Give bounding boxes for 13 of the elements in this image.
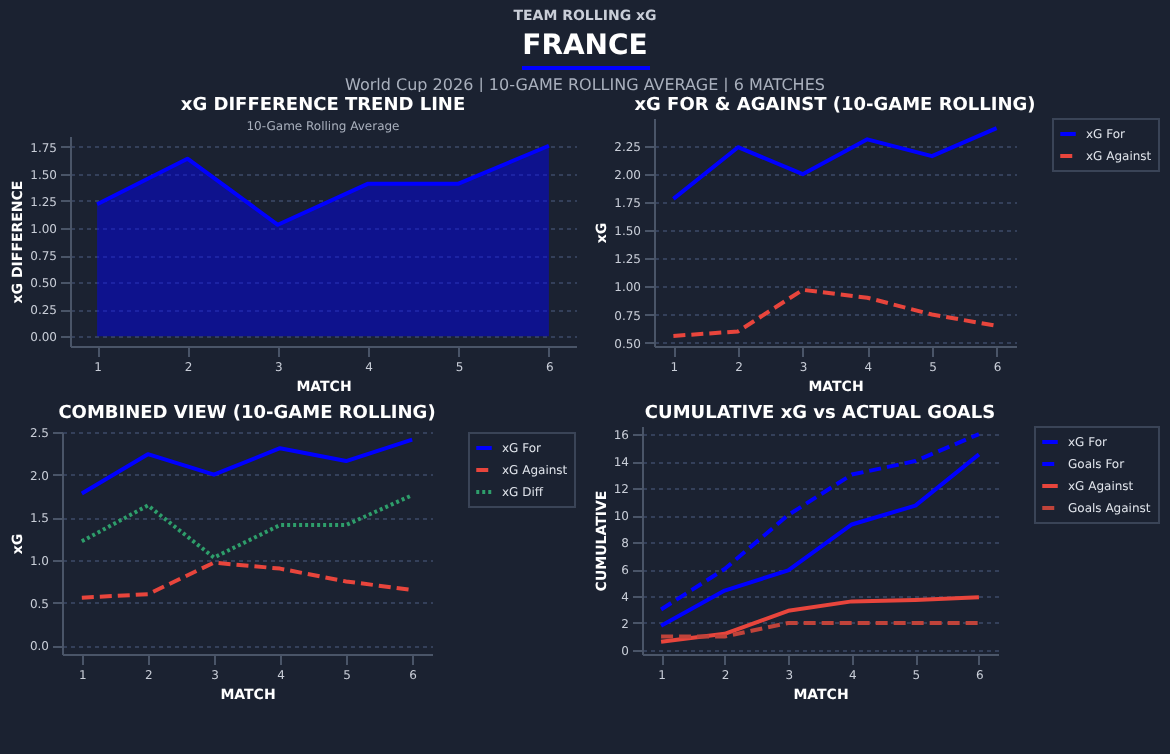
line-series <box>659 432 981 612</box>
chart-title: xG DIFFERENCE TREND LINE <box>180 96 466 116</box>
chart-title: CUMULATIVE xG vs ACTUAL GOALS <box>644 404 996 424</box>
text: FRANCE <box>520 30 650 64</box>
line-series <box>659 595 981 644</box>
line-series <box>671 126 999 201</box>
chart-title: xG FOR & AGAINST (10-GAME ROLLING) <box>634 96 1036 116</box>
line-series <box>79 560 415 600</box>
line-series <box>671 287 999 338</box>
line-series <box>79 437 415 496</box>
line-series <box>659 452 981 628</box>
line-series <box>79 493 415 560</box>
chart-title: COMBINED VIEW (10-GAME ROLLING) <box>58 404 436 424</box>
